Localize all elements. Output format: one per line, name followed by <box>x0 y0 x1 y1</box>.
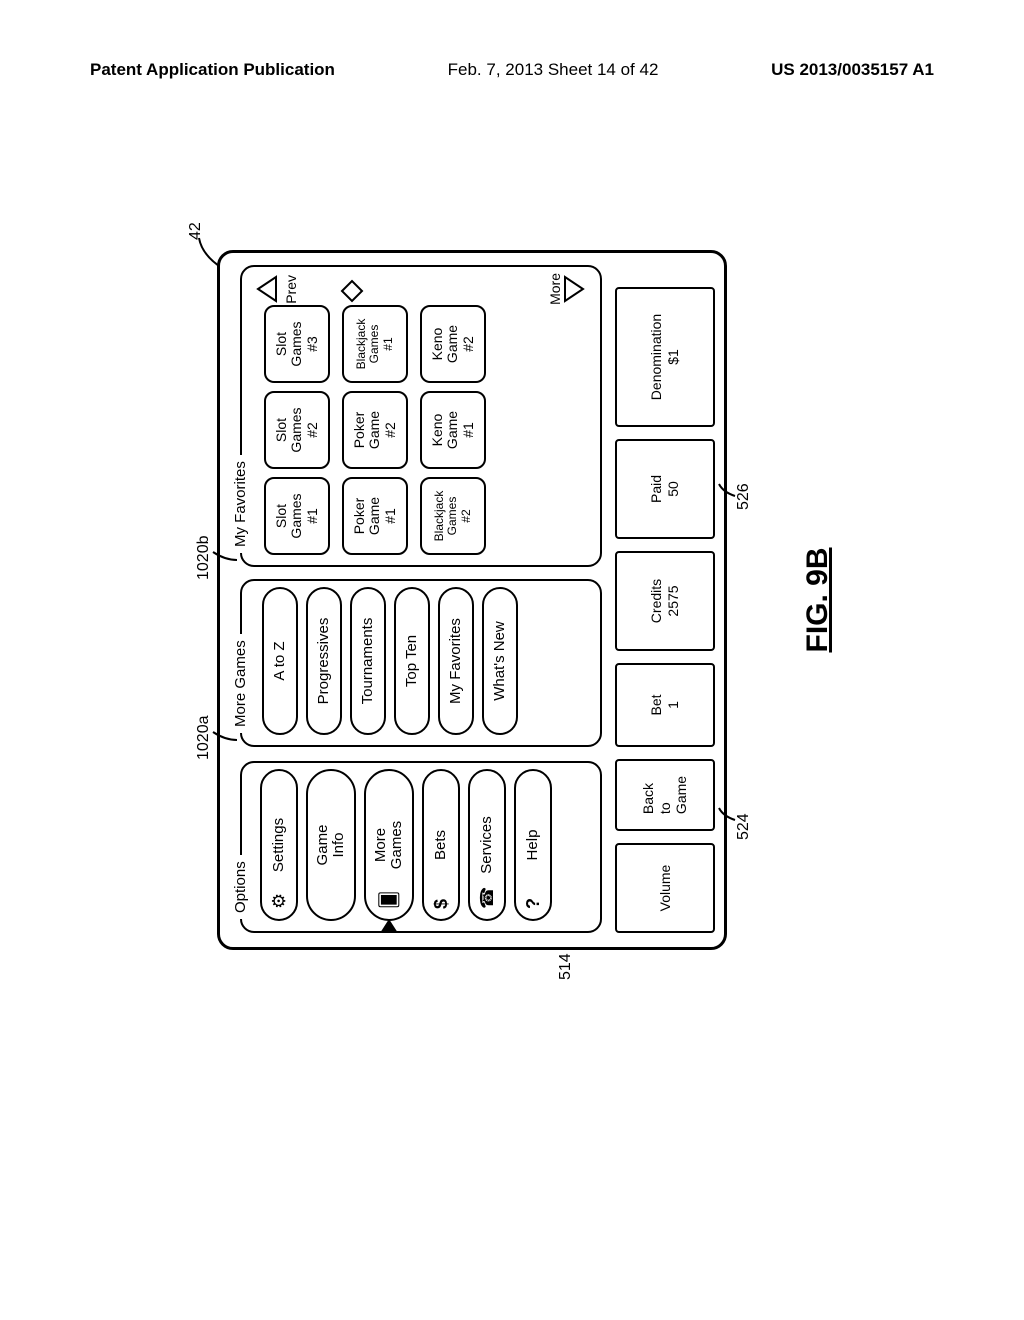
callout-524: 524 <box>735 813 753 840</box>
tile-keno-1[interactable]: Keno Game #1 <box>420 391 486 469</box>
favorites-title: My Favorites <box>232 455 249 553</box>
bell-icon: ☎ <box>478 887 497 909</box>
more-games-title: More Games <box>232 634 249 733</box>
mg-whats-new[interactable]: What's New <box>482 587 518 735</box>
mg-my-favorites[interactable]: My Favorites <box>438 587 474 735</box>
callout-526-leader <box>717 480 737 500</box>
tile-poker-2[interactable]: Poker Game #2 <box>342 391 408 469</box>
tile-blackjack-1[interactable]: Blackjack Games #1 <box>342 305 408 383</box>
tile-slot-3[interactable]: Slot Games #3 <box>264 305 330 383</box>
prev-label: Prev <box>283 275 299 304</box>
denom-value: $1 <box>665 349 682 365</box>
dollar-icon: $ <box>432 899 451 909</box>
denom-label: Denomination <box>648 314 665 400</box>
options-help-label: Help <box>525 777 541 913</box>
more-games-panel: More Games A to Z Progressives Tournamen… <box>240 579 602 747</box>
volume-label: Volume <box>657 865 674 912</box>
bet-value: 1 <box>665 701 682 709</box>
cards-icon: 🂠 <box>380 891 399 909</box>
more-button[interactable]: More <box>547 273 590 305</box>
figure-9b: 42 Options ⚙ Settings Game Info 🂠 More <box>187 160 837 1040</box>
options-indicator-arrow-icon <box>380 919 398 933</box>
tile-keno-2[interactable]: Keno Game #2 <box>420 305 486 383</box>
figure-page: 42 Options ⚙ Settings Game Info 🂠 More <box>0 100 1024 1200</box>
credits-label: Credits <box>648 579 665 623</box>
page-header: Patent Application Publication Feb. 7, 2… <box>0 60 1024 80</box>
options-gameinfo[interactable]: Game Info <box>306 769 356 921</box>
options-settings[interactable]: ⚙ Settings <box>260 769 298 921</box>
back-to-game-box[interactable]: Back to Game <box>615 759 715 831</box>
triangle-down-icon <box>563 275 585 303</box>
bet-box: Bet 1 <box>615 663 715 747</box>
credits-box: Credits 2575 <box>615 551 715 651</box>
tile-poker-1[interactable]: Poker Game #1 <box>342 477 408 555</box>
volume-box[interactable]: Volume <box>615 843 715 933</box>
callout-514-leader <box>542 948 562 950</box>
bet-label: Bet <box>648 695 665 716</box>
mg-progressives[interactable]: Progressives <box>306 587 342 735</box>
options-bets-label: Bets <box>433 777 449 913</box>
denomination-box: Denomination $1 <box>615 287 715 427</box>
options-gameinfo-label: Game Info <box>315 777 347 913</box>
figure-caption: FIG. 9B <box>801 547 835 652</box>
question-icon: ? <box>524 898 543 909</box>
options-panel: Options ⚙ Settings Game Info 🂠 More Game… <box>240 761 602 933</box>
mg-top-ten[interactable]: Top Ten <box>394 587 430 735</box>
scroll-diamond-icon <box>340 279 369 303</box>
status-row: Volume Back to Game Bet 1 Credits 2575 P <box>615 261 715 933</box>
options-moregames[interactable]: 🂠 More Games <box>364 769 414 921</box>
options-bets[interactable]: $ Bets <box>422 769 460 921</box>
paid-box: Paid 50 <box>615 439 715 539</box>
more-label: More <box>547 273 563 305</box>
favorites-panel: My Favorites Prev More <box>240 265 602 567</box>
options-title: Options <box>232 855 249 919</box>
triangle-up-icon <box>256 275 278 303</box>
credits-value: 2575 <box>665 585 682 616</box>
paid-label: Paid <box>648 475 665 503</box>
back-label: Back to Game <box>640 776 690 814</box>
mg-tournaments[interactable]: Tournaments <box>350 587 386 735</box>
callout-514: 514 <box>557 953 575 980</box>
options-services[interactable]: ☎ Services <box>468 769 506 921</box>
tile-slot-1[interactable]: Slot Games #1 <box>264 477 330 555</box>
header-right: US 2013/0035157 A1 <box>771 60 934 80</box>
tile-blackjack-2[interactable]: Blackjack Games #2 <box>420 477 486 555</box>
header-center: Feb. 7, 2013 Sheet 14 of 42 <box>448 60 659 80</box>
mg-a-to-z[interactable]: A to Z <box>262 587 298 735</box>
options-help[interactable]: ? Help <box>514 769 552 921</box>
prev-button[interactable]: Prev <box>256 275 299 304</box>
callout-1020a-leader <box>211 722 239 742</box>
paid-value: 50 <box>665 481 682 497</box>
callout-524-leader <box>717 802 737 822</box>
header-left: Patent Application Publication <box>90 60 335 80</box>
callout-1020b-leader <box>211 542 239 562</box>
screen-outline: Options ⚙ Settings Game Info 🂠 More Game… <box>217 250 727 950</box>
callout-526: 526 <box>735 483 753 510</box>
tile-slot-2[interactable]: Slot Games #2 <box>264 391 330 469</box>
gear-icon: ⚙ <box>270 893 289 909</box>
